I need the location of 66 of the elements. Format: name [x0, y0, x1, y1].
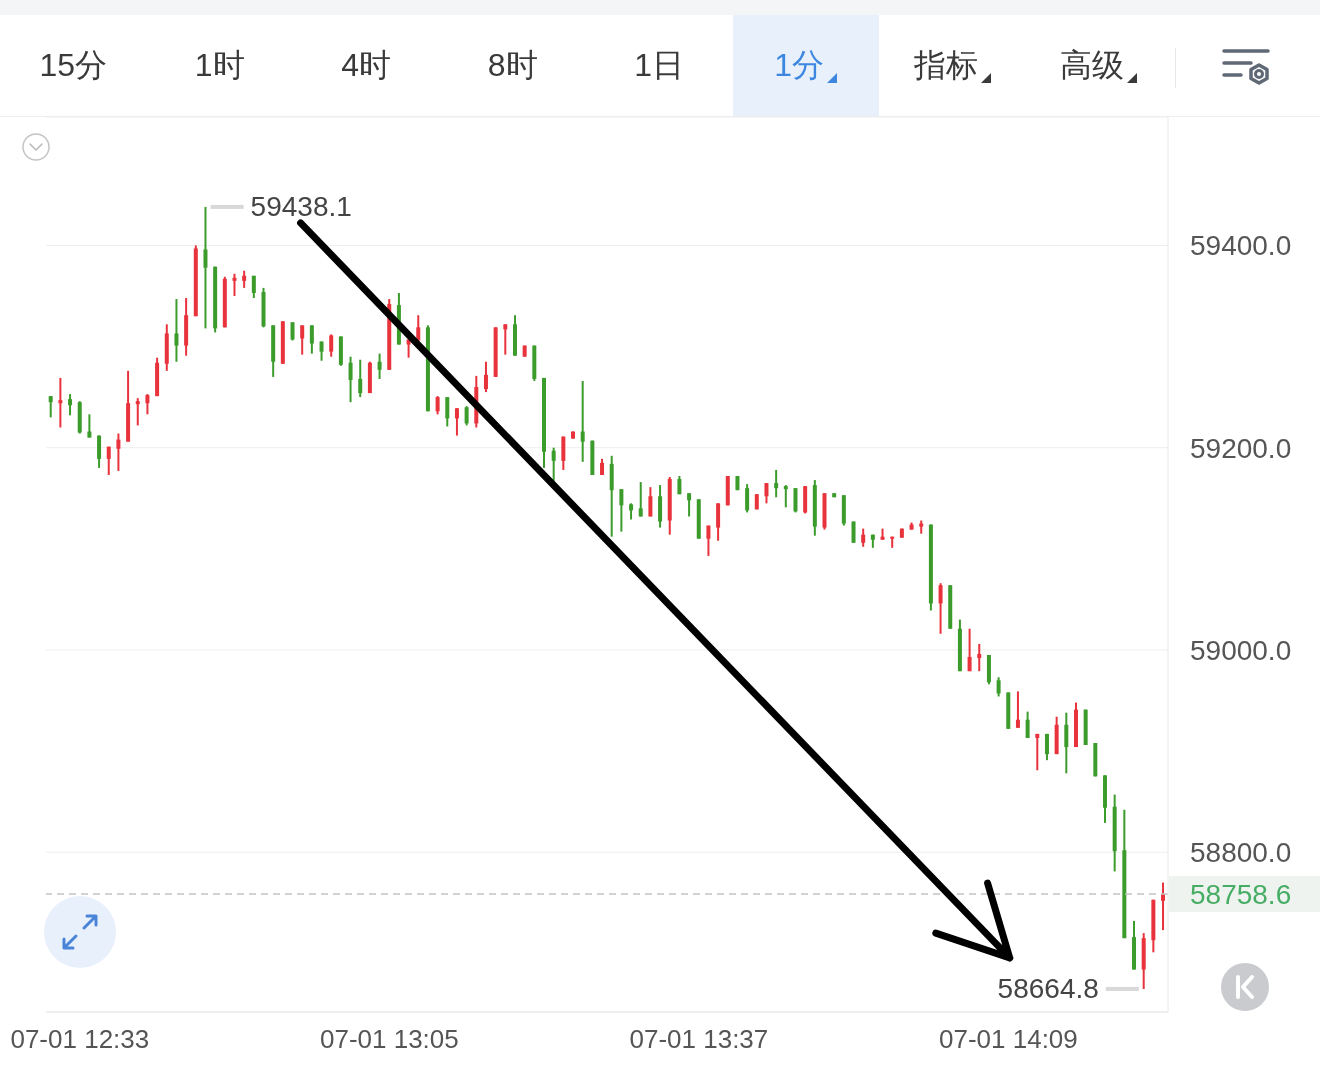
candlestick	[232, 272, 237, 297]
candlestick	[1015, 690, 1020, 729]
candlestick	[309, 324, 314, 355]
candlestick	[106, 445, 111, 476]
candlestick	[483, 360, 488, 394]
candlestick	[377, 352, 382, 380]
y-tick-label: 59400.0	[1190, 230, 1292, 262]
candlestick	[638, 481, 643, 518]
candlestick	[464, 405, 469, 427]
candlestick	[116, 432, 121, 472]
candlestick	[745, 483, 750, 514]
candlestick	[174, 298, 179, 363]
candlestick	[619, 488, 624, 533]
candlestick	[1035, 732, 1040, 772]
candlestick	[861, 527, 866, 548]
candlestick	[135, 397, 140, 427]
candlestick	[300, 324, 305, 356]
text: 8时	[487, 45, 538, 85]
candlestick	[793, 487, 798, 514]
x-tick-label: 07-01 13:37	[629, 1024, 769, 1055]
candlestick	[48, 395, 53, 419]
candlestick	[1064, 711, 1069, 775]
candlestick	[435, 395, 440, 416]
candlestick	[1044, 732, 1049, 762]
candlestick	[329, 333, 334, 358]
y-tick-label: 58800.0	[1190, 837, 1292, 869]
candlestick	[358, 358, 363, 399]
candlestick	[938, 582, 943, 635]
candlestick	[290, 321, 295, 342]
x-tick-label: 07-01 12:33	[10, 1024, 150, 1055]
candlestick	[764, 482, 769, 505]
candlestick	[783, 484, 788, 509]
selected-tab: 1分	[732, 15, 879, 116]
candlestick	[687, 492, 692, 518]
text: 15分	[39, 45, 108, 85]
annotation: 59438.1	[250, 191, 352, 223]
candlestick	[648, 486, 653, 518]
candlestick	[706, 524, 711, 557]
candlestick	[97, 434, 102, 469]
candlestick	[87, 413, 92, 439]
annotation: 58664.8	[997, 973, 1099, 1005]
candlestick	[416, 314, 421, 342]
candlestick	[348, 355, 353, 404]
ref-line-label: 58758.6	[1190, 878, 1292, 910]
candlestick	[454, 407, 459, 437]
candlestick	[445, 396, 450, 428]
text: 高级	[1060, 45, 1125, 85]
candlestick	[145, 393, 150, 416]
candlestick	[203, 205, 208, 330]
x-tick-label: 07-01 14:09	[939, 1024, 1078, 1055]
candlestick	[1025, 710, 1030, 739]
y-tick-label: 59200.0	[1190, 432, 1292, 464]
candlestick	[967, 627, 972, 673]
text: 1时	[194, 45, 245, 85]
text: 指标	[913, 45, 978, 85]
candlestick	[580, 379, 585, 463]
candlestick	[774, 468, 779, 499]
candlestick	[996, 676, 1001, 698]
x-tick-label: 07-01 13:05	[319, 1024, 459, 1055]
text: 1日	[634, 45, 685, 85]
y-tick-label: 59000.0	[1190, 634, 1292, 666]
candlestick	[58, 376, 63, 429]
candlestick	[68, 393, 73, 417]
candlestick	[977, 642, 982, 673]
candlestick	[503, 323, 508, 356]
text: 4时	[341, 45, 392, 85]
